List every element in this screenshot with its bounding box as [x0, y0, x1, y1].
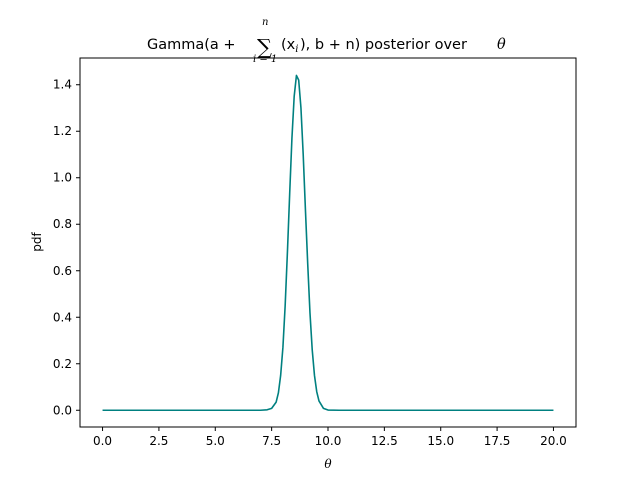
title-lower-limit: i = 1: [253, 54, 277, 65]
x-tick-label: 12.5: [371, 434, 398, 448]
y-tick-label: 0.2: [53, 357, 72, 371]
x-axis-ticks: 0.0 2.5 5.0 7.5 10.0 12.5 15.0 17.5 20.0: [93, 427, 567, 448]
y-tick-label: 0.8: [53, 217, 72, 231]
y-tick-label: 1.4: [53, 78, 72, 92]
y-tick-label: 0.0: [53, 403, 72, 417]
y-tick-label: 0.6: [53, 264, 72, 278]
y-tick-label: 1.0: [53, 171, 72, 185]
title-xvar-open: (x: [281, 37, 296, 53]
x-tick-label: 20.0: [540, 434, 567, 448]
title-upper-limit: n: [262, 17, 268, 28]
y-axis-label: pdf: [30, 232, 44, 252]
x-tick-label: 17.5: [484, 434, 511, 448]
x-axis-label: θ: [324, 457, 332, 471]
x-tick-label: 7.5: [262, 434, 281, 448]
series-line-0: [102, 74, 554, 412]
x-tick-label: 10.0: [315, 434, 342, 448]
x-tick-label: 0.0: [93, 434, 112, 448]
title-xvar-sub: i: [295, 44, 298, 55]
y-tick-label: 1.2: [53, 124, 72, 138]
y-tick-label: 0.4: [53, 310, 72, 324]
x-tick-label: 5.0: [206, 434, 225, 448]
title-prefix: Gamma(a +: [147, 37, 236, 53]
y-axis-ticks: 0.0 0.2 0.4 0.6 0.8 1.0 1.2 1.4: [53, 78, 80, 417]
chart-title: Gamma(a + ∑ n i = 1 (xi ), b + n) poster…: [147, 17, 506, 65]
x-tick-label: 15.0: [427, 434, 454, 448]
title-sigma: ∑: [257, 35, 272, 59]
x-tick-label: 2.5: [149, 434, 168, 448]
title-suffix: ), b + n) posterior over: [300, 37, 467, 53]
title-theta: θ: [497, 37, 506, 53]
series-layer: [102, 74, 554, 412]
title-xvar: (xi: [281, 37, 298, 55]
